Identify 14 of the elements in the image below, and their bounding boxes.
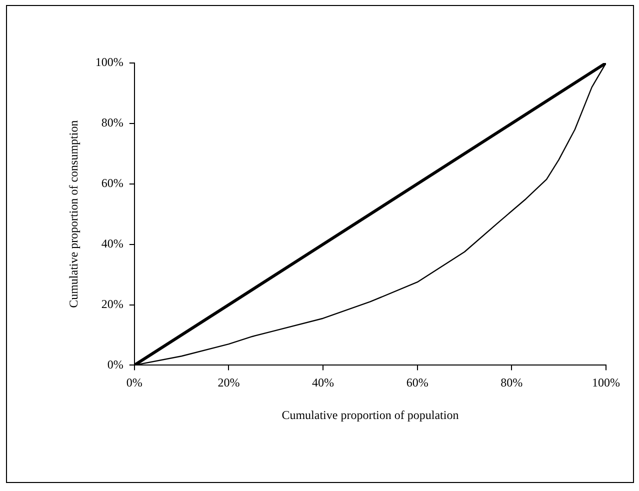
y-tick-label: 0% — [107, 357, 124, 372]
y-tick-label: 40% — [101, 236, 124, 250]
y-tick-label: 60% — [101, 176, 124, 190]
x-tick-label: 100% — [592, 376, 620, 390]
x-tick-label: 40% — [312, 376, 334, 390]
y-tick-label: 20% — [101, 296, 124, 311]
y-tick-label: 100% — [95, 55, 124, 70]
x-tick-label: 0% — [126, 376, 142, 390]
x-tick-label: 80% — [500, 376, 523, 390]
x-axis-title: Cumulative proportion of population — [282, 408, 459, 422]
y-tick-label: 80% — [101, 116, 124, 130]
x-tick-label: 60% — [406, 376, 428, 390]
y-axis-title: Cumulative proportion of consumption — [66, 120, 80, 308]
x-tick-label: 20% — [218, 376, 240, 390]
